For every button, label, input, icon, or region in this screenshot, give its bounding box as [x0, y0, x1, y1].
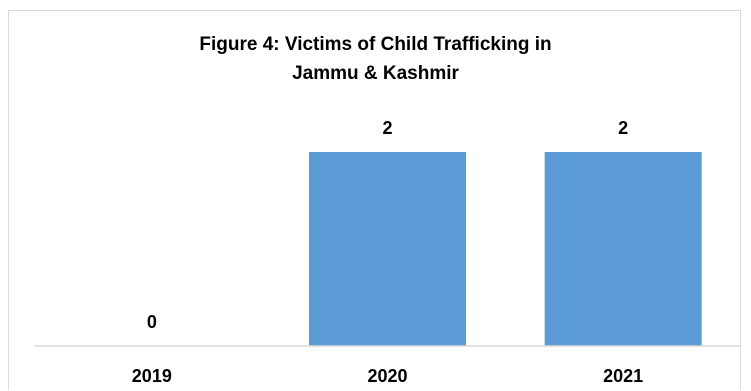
- data-label-2021: 2: [618, 118, 628, 138]
- tick-label-2021: 2021: [603, 366, 643, 386]
- chart-title-text: Figure 4: Victims of Child Trafficking i…: [199, 34, 552, 84]
- tick-label-2020: 2020: [367, 366, 407, 386]
- chart-title: Figure 4: Victims of Child Trafficking i…: [0, 30, 751, 88]
- data-label-2019: 0: [147, 312, 157, 332]
- bars-group: [309, 152, 702, 346]
- tick-label-2019: 2019: [132, 366, 172, 386]
- data-labels-group: 0 2 2: [147, 118, 628, 332]
- data-label-2020: 2: [382, 118, 392, 138]
- bar-2020: [309, 152, 466, 346]
- bar-2021: [544, 152, 702, 346]
- tick-labels-group: 2019 2020 2021: [132, 366, 643, 386]
